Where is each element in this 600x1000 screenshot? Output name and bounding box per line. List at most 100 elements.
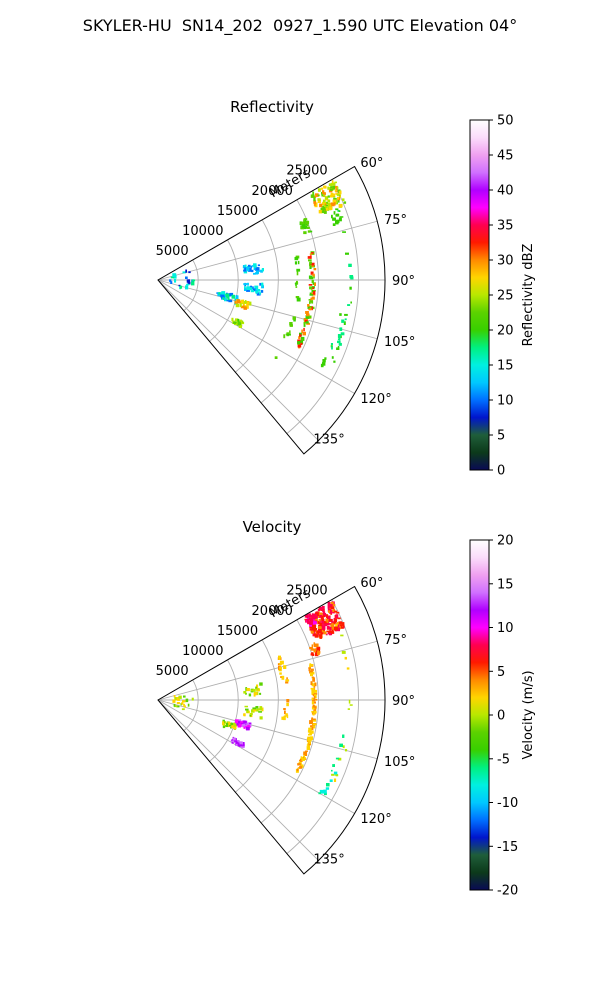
angle-tick-label: 135° xyxy=(313,432,344,447)
echo-cell xyxy=(305,311,309,314)
echo-cell xyxy=(314,282,316,286)
echo-cell xyxy=(303,327,305,332)
echo-cell xyxy=(335,774,339,777)
echo-cell xyxy=(337,346,340,348)
echo-cell xyxy=(307,304,310,307)
echo-cell xyxy=(335,611,340,614)
echo-cell xyxy=(309,261,312,265)
echo-cell xyxy=(281,675,285,680)
echo-cell xyxy=(310,194,315,198)
range-ring xyxy=(209,659,239,762)
echo-cell xyxy=(310,725,314,728)
echo-cell xyxy=(179,285,183,289)
echo-cell xyxy=(311,701,314,705)
echo-cell xyxy=(256,270,259,274)
echo-cell xyxy=(308,259,312,262)
echo-cell xyxy=(314,196,317,198)
echo-cell xyxy=(289,330,291,334)
echo-cell xyxy=(323,192,326,195)
echo-cell xyxy=(311,615,315,620)
echo-cell xyxy=(320,624,324,627)
echo-cell xyxy=(321,620,324,625)
echo-cell xyxy=(239,744,243,747)
echo-cell xyxy=(241,743,245,748)
echo-cell xyxy=(243,726,246,729)
echo-cell xyxy=(256,708,259,712)
echo-cell xyxy=(240,305,245,309)
echo-cell xyxy=(333,360,336,363)
echo-cell xyxy=(322,362,326,366)
echo-cell xyxy=(335,208,339,211)
echo-cell xyxy=(296,271,299,276)
range-ring xyxy=(286,179,359,434)
echo-cell xyxy=(301,329,303,334)
echo-cell xyxy=(317,199,321,203)
echo-cell xyxy=(235,741,239,744)
echo-cell xyxy=(185,276,188,279)
echo-cell xyxy=(305,750,308,753)
colorbar-tick-label: 50 xyxy=(497,114,514,129)
echo-cell xyxy=(237,321,241,324)
echo-cell xyxy=(246,302,248,306)
echo-cell xyxy=(339,327,343,331)
echo-cell xyxy=(311,683,315,687)
echo-cell xyxy=(256,684,259,689)
angle-tick-label: 60° xyxy=(360,576,383,591)
echo-cell xyxy=(242,265,245,268)
echo-cell xyxy=(312,713,315,716)
echo-cell xyxy=(327,199,331,203)
range-tick-labels: 5000 10000 15000 20000 25000 xyxy=(156,164,328,259)
echo-cell xyxy=(333,621,336,625)
echo-cell xyxy=(321,210,325,213)
echo-cell xyxy=(312,290,316,292)
echo-cell xyxy=(327,186,330,190)
echo-cell xyxy=(311,613,314,617)
echo-cell xyxy=(334,181,337,184)
angle-tick-label: 105° xyxy=(384,755,415,770)
echo-cell xyxy=(246,288,250,292)
echo-cell xyxy=(313,197,316,202)
echo-cell xyxy=(312,613,317,618)
echo-cell xyxy=(233,722,236,727)
echo-cell xyxy=(244,287,247,291)
echo-cell xyxy=(313,633,317,637)
echo-cell xyxy=(313,701,316,704)
echo-cell xyxy=(333,202,336,206)
echo-cell xyxy=(313,275,315,279)
echo-cell xyxy=(311,252,314,254)
echo-cell xyxy=(337,199,340,203)
echo-cell xyxy=(303,321,306,325)
echo-cell xyxy=(230,726,233,729)
echo-cell xyxy=(328,202,331,207)
echo-cell xyxy=(261,707,264,712)
echo-cell xyxy=(338,203,343,208)
panel-title: Velocity xyxy=(243,518,302,536)
echo-cell xyxy=(285,679,290,682)
echo-cell xyxy=(329,631,333,636)
echo-cell xyxy=(230,740,235,743)
echo-cell xyxy=(332,185,335,190)
echo-cell xyxy=(223,722,226,726)
echo-cell xyxy=(243,271,248,274)
echo-cell xyxy=(240,299,244,304)
echo-field xyxy=(172,601,353,796)
echo-cell xyxy=(246,286,250,288)
echo-cell xyxy=(338,210,341,212)
echo-cell xyxy=(339,624,342,627)
echo-cell xyxy=(339,313,342,316)
echo-cell xyxy=(187,281,191,285)
echo-cell xyxy=(243,306,247,310)
echo-cell xyxy=(181,708,185,711)
echo-cell xyxy=(174,697,177,701)
echo-cell xyxy=(254,692,258,696)
echo-cell xyxy=(292,316,296,320)
colorbar-label: Reflectivity dBZ xyxy=(521,244,536,347)
echo-cell xyxy=(303,218,306,222)
echo-cell xyxy=(334,189,337,192)
echo-cell xyxy=(329,203,332,205)
echo-cell xyxy=(311,710,315,713)
echo-cell xyxy=(324,196,328,200)
echo-cell xyxy=(333,771,338,775)
echo-cell xyxy=(348,263,352,267)
echo-cell xyxy=(323,199,326,203)
